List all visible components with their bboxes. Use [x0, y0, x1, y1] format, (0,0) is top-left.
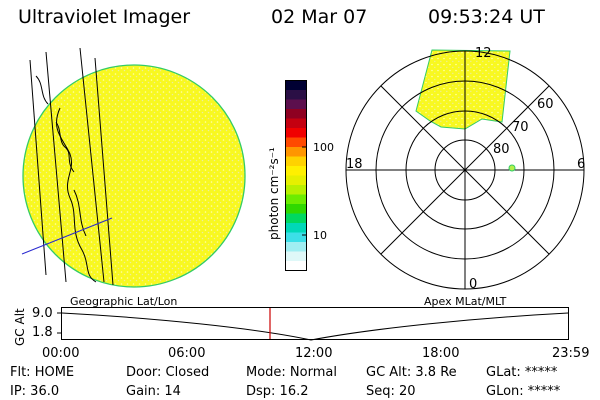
polar-plot: [345, 49, 585, 290]
polar-ring-label-80: 80: [493, 142, 510, 157]
orbit-altitude-line: [61, 312, 569, 341]
geographic-caption: Geographic Lat/Lon: [70, 295, 178, 308]
timeline-xtick-1800: 18:00: [422, 346, 460, 361]
colorbar-band: [285, 251, 307, 262]
color-bar: [285, 80, 307, 271]
colorbar-tick-100: 100: [313, 141, 334, 154]
apex-caption: Apex MLat/MLT: [424, 295, 507, 308]
polar-label-6: 6: [577, 157, 586, 172]
colorbar-band: [285, 80, 307, 91]
status-seq: Seq: 20: [366, 384, 416, 399]
colorbar-band: [285, 128, 307, 138]
status-flight: Flt: HOME: [10, 365, 75, 380]
colorbar-band: [285, 118, 307, 129]
colorbar-band: [285, 204, 307, 214]
polar-label-12: 12: [475, 46, 492, 61]
status-ip: IP: 36.0: [10, 384, 60, 399]
timeline-ytick-9: 9.0: [32, 306, 53, 321]
colorbar-band: [285, 213, 307, 224]
status-glat: GLat: *****: [486, 365, 558, 380]
colorbar-unit-label: photon cm⁻²s⁻¹: [267, 147, 281, 240]
colorbar-tick-10: 10: [313, 229, 327, 242]
colorbar-band: [285, 90, 307, 100]
colorbar-band: [285, 109, 307, 119]
polar-label-0: 0: [469, 277, 478, 292]
timeline-xtick-2359: 23:59: [552, 346, 590, 361]
auroral-patch: [415, 49, 511, 130]
colorbar-band: [285, 137, 307, 148]
instrument-title: Ultraviolet Imager: [18, 6, 191, 28]
colorbar-band: [285, 185, 307, 195]
status-gc-alt: GC Alt: 3.8 Re: [366, 365, 457, 380]
status-mode: Mode: Normal: [246, 365, 337, 380]
colorbar-band: [285, 147, 307, 157]
date-label: 02 Mar 07: [271, 6, 368, 28]
colorbar-band: [285, 194, 307, 205]
timeline-plot: [57, 307, 569, 341]
polar-marker: [508, 164, 516, 172]
colorbar-band: [285, 99, 307, 110]
timeline-ytick-1-8: 1.8: [32, 325, 53, 340]
timeline-xtick-0000: 00:00: [42, 346, 80, 361]
geographic-image: [21, 47, 246, 288]
timeline-xtick-0600: 06:00: [168, 346, 206, 361]
timeline-axis-label: GC Alt: [13, 308, 27, 346]
time-label: 09:53:24 UT: [428, 6, 545, 28]
polar-label-18: 18: [346, 157, 363, 172]
status-glon: GLon: *****: [486, 384, 561, 399]
colorbar-band: [285, 166, 307, 176]
colorbar-band: [285, 261, 307, 271]
status-dsp: Dsp: 16.2: [246, 384, 309, 399]
polar-ring-label-70: 70: [512, 120, 529, 135]
colorbar-band: [285, 156, 307, 167]
timeline-xtick-1200: 12:00: [295, 346, 333, 361]
colorbar-band: [285, 232, 307, 243]
colorbar-band: [285, 175, 307, 186]
status-gain: Gain: 14: [126, 384, 181, 399]
status-door: Door: Closed: [126, 365, 210, 380]
colorbar-band: [285, 223, 307, 233]
colorbar-band: [285, 242, 307, 252]
polar-ring-label-60: 60: [537, 97, 554, 112]
